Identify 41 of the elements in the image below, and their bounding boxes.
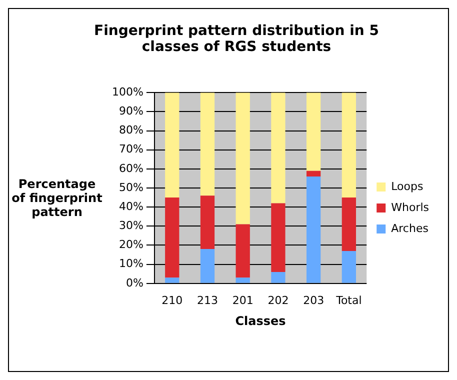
bar [342,198,356,251]
x-tick-label: 213 [196,294,218,307]
x-tick-label: 201 [232,294,254,307]
x-tick-label: 210 [162,294,183,307]
bar [165,92,180,198]
y-tick-label: 20% [118,238,144,252]
bar [306,176,321,283]
bar [271,92,286,204]
legend-label: Loops [391,180,424,193]
bar [200,249,215,283]
bar [165,198,180,278]
bar [236,224,250,278]
legend-label: Whorls [391,200,430,214]
y-tick-label: 0% [126,276,144,290]
y-tick-label: 80% [118,124,144,137]
bar [271,272,286,283]
bar [306,170,321,177]
x-axis-title: Classes [235,314,286,328]
legend-label: Arches [391,222,429,235]
bar [342,250,356,283]
y-tick-label: 70% [118,142,144,156]
y-tick-label: 100% [112,85,144,98]
x-tick-label: 203 [303,294,324,307]
bar [342,92,356,198]
bar [271,203,286,272]
y-axis-title: Percentage of fingerprint pattern [11,177,103,219]
bar [200,92,215,196]
y-tick-label: 30% [118,219,144,232]
y-tick-label: 60% [118,162,144,175]
y-tick-label: 10% [118,257,144,270]
bar [165,278,180,283]
chart-title: Fingerprint pattern distribution in 5 classes of RGS students [93,23,380,55]
bar [200,196,215,250]
x-tick-label: 202 [268,294,289,307]
y-tick-label: 90% [118,104,144,118]
y-tick-label: 50% [118,180,144,194]
bar [236,278,250,283]
x-tick-label: Total [335,294,362,307]
y-tick-label: 40% [118,200,144,213]
bar [236,92,250,224]
bar [306,92,321,171]
